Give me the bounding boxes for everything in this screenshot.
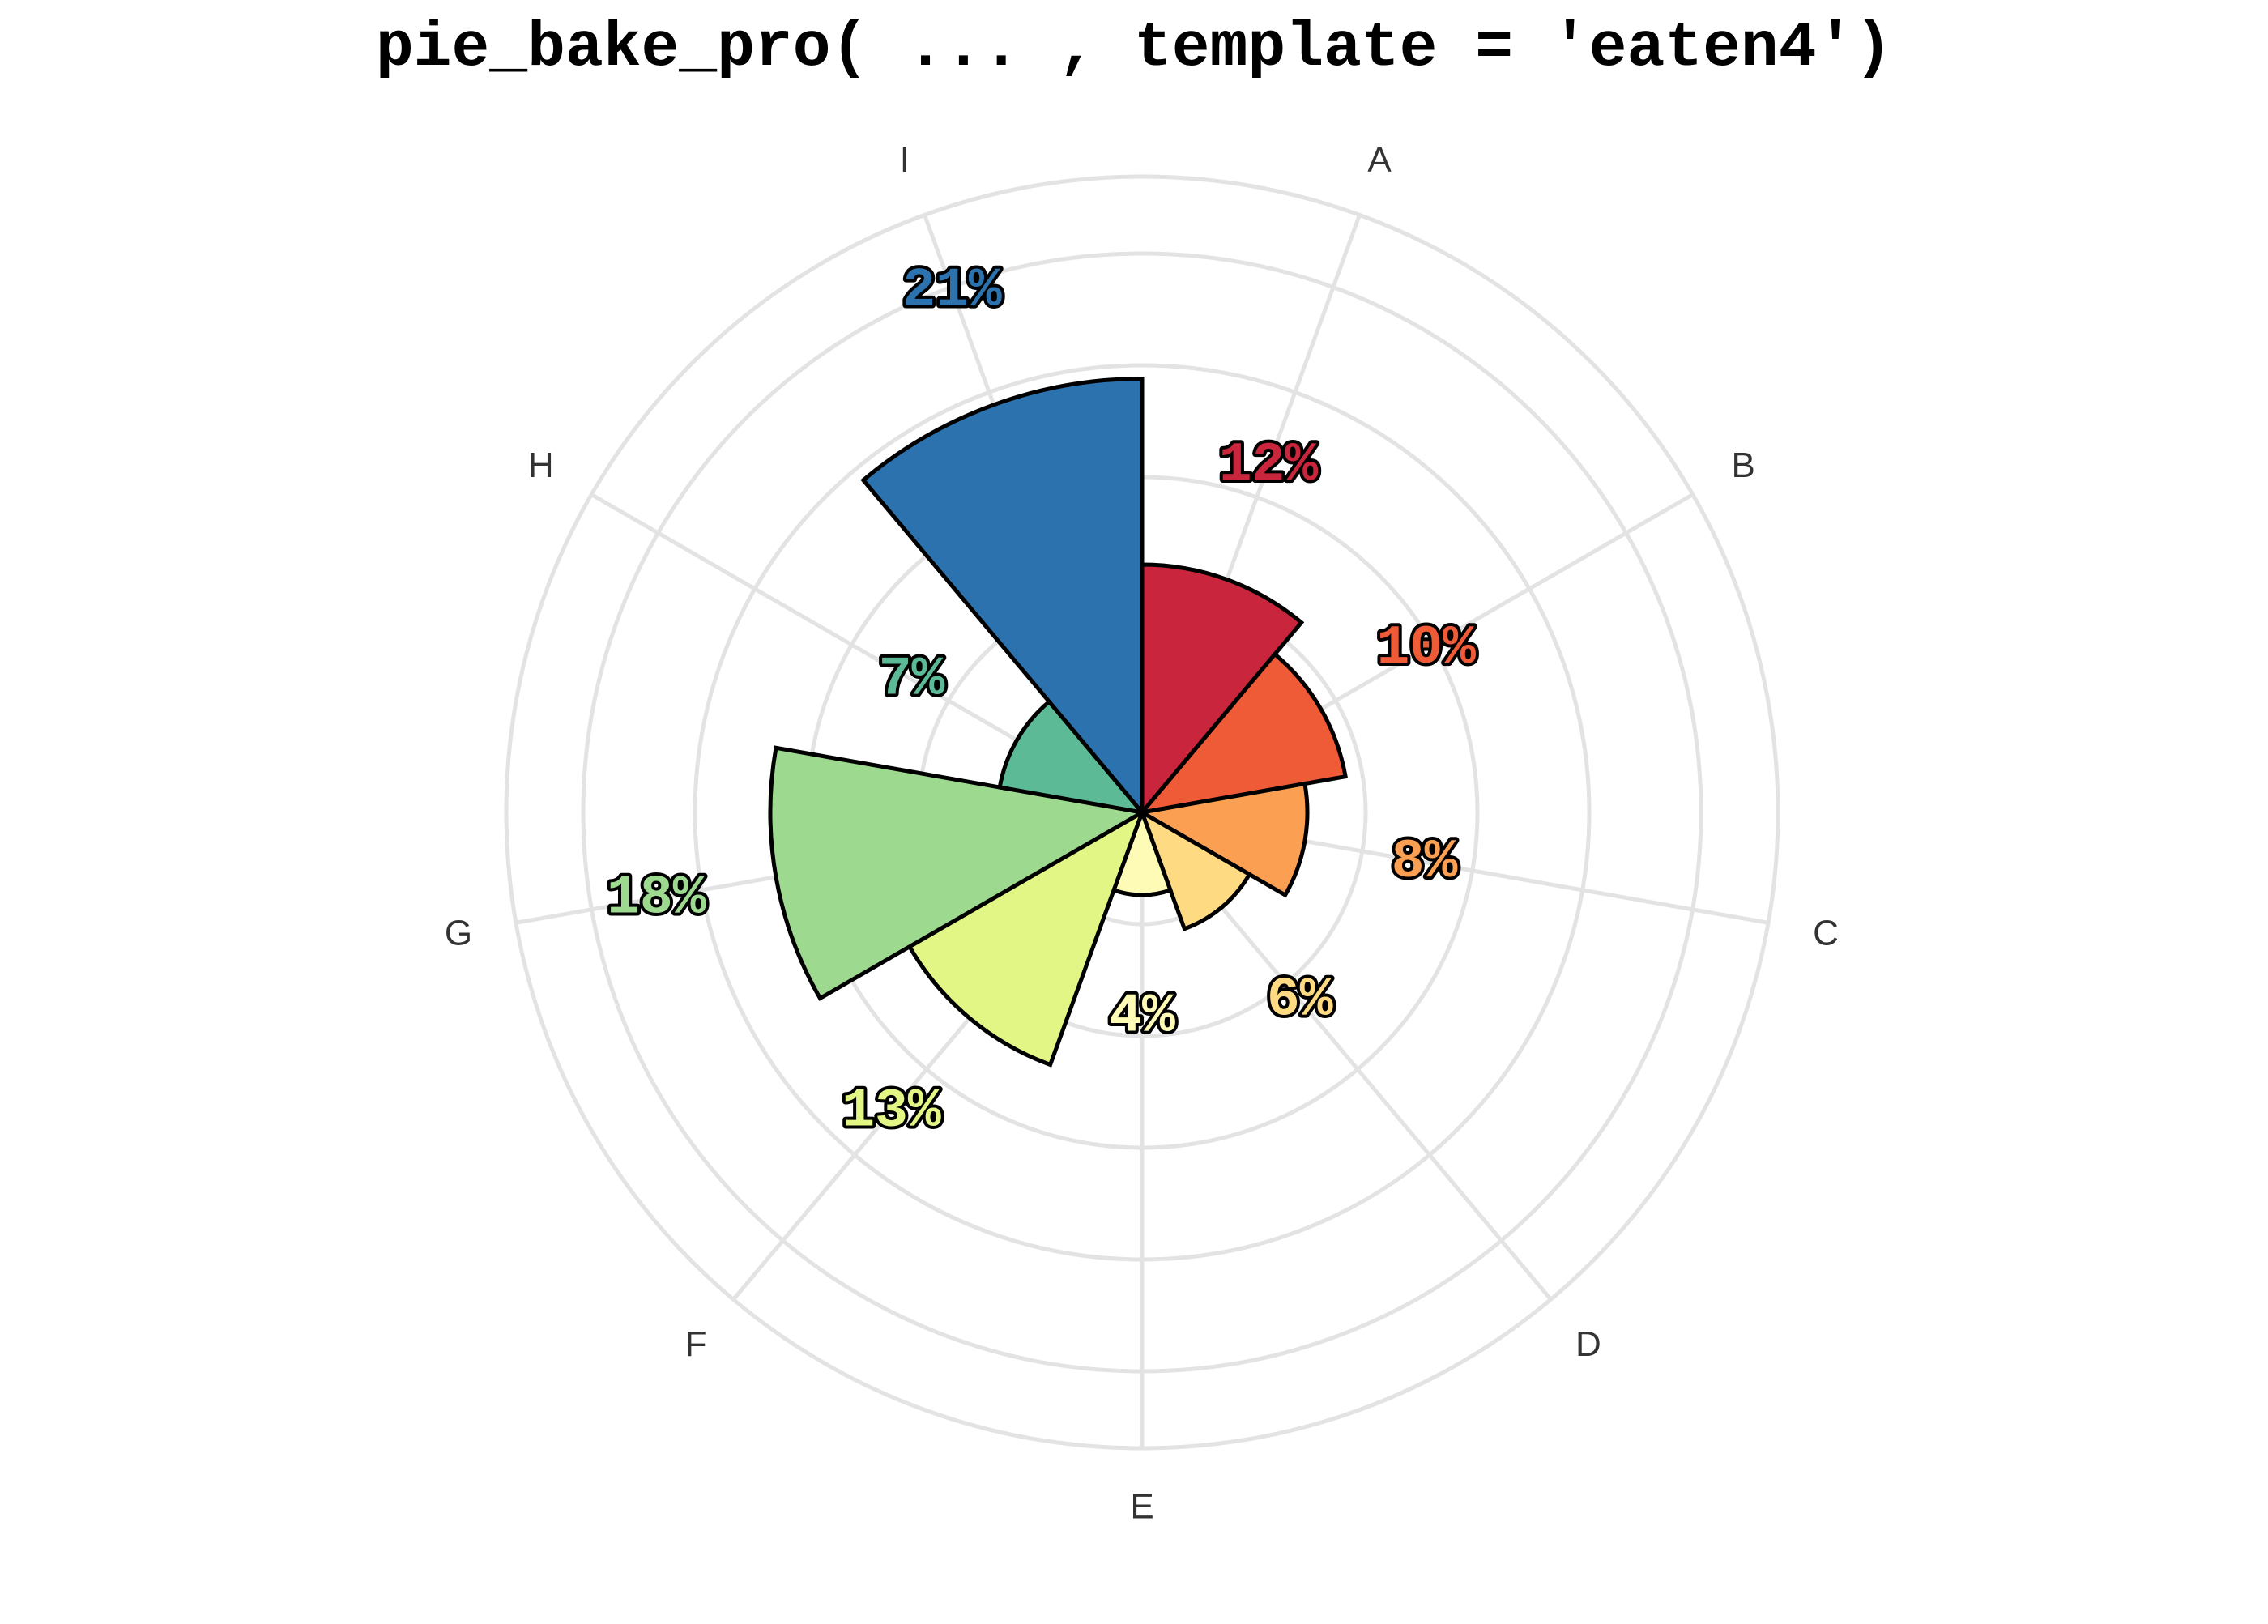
category-label-h: H [528,445,554,485]
category-labels: A B C D E F G H I [445,140,1839,1526]
chart-title: pie_bake_pro( ... , template = 'eaten4') [376,13,1892,84]
percent-label-d: 6% [1267,970,1333,1032]
category-label-a: A [1367,140,1392,180]
wedge-h [997,698,1148,816]
wedge-d [1138,808,1252,931]
wedge-g [768,745,1149,1001]
category-label-g: G [445,913,472,953]
wedge-i [860,376,1145,818]
percent-labels: 12% 10% 8% 6% 4% 13% 18% 7% 21% [603,256,1479,1145]
category-label-i: I [900,140,910,180]
percent-label-f: 13% [842,1080,941,1142]
wedge-a [1140,562,1305,818]
wedge-b [1136,651,1349,816]
category-label-f: F [685,1324,707,1364]
percent-label-i: 21% [902,259,1002,322]
wedges [768,376,1349,1068]
category-label-c: C [1813,913,1839,953]
percent-label-b: 10% [1376,617,1476,680]
percent-label-e: 4% [1109,986,1175,1048]
percent-label-a: 12% [1219,434,1319,497]
category-label-b: B [1732,445,1755,485]
wedge-c [1136,781,1310,898]
category-label-d: D [1575,1324,1601,1364]
category-label-e: E [1130,1487,1153,1527]
percent-label-h: 7% [879,648,945,710]
wedge-f [906,808,1146,1068]
percent-label-g: 18% [607,867,706,929]
percent-label-c: 8% [1392,831,1458,893]
